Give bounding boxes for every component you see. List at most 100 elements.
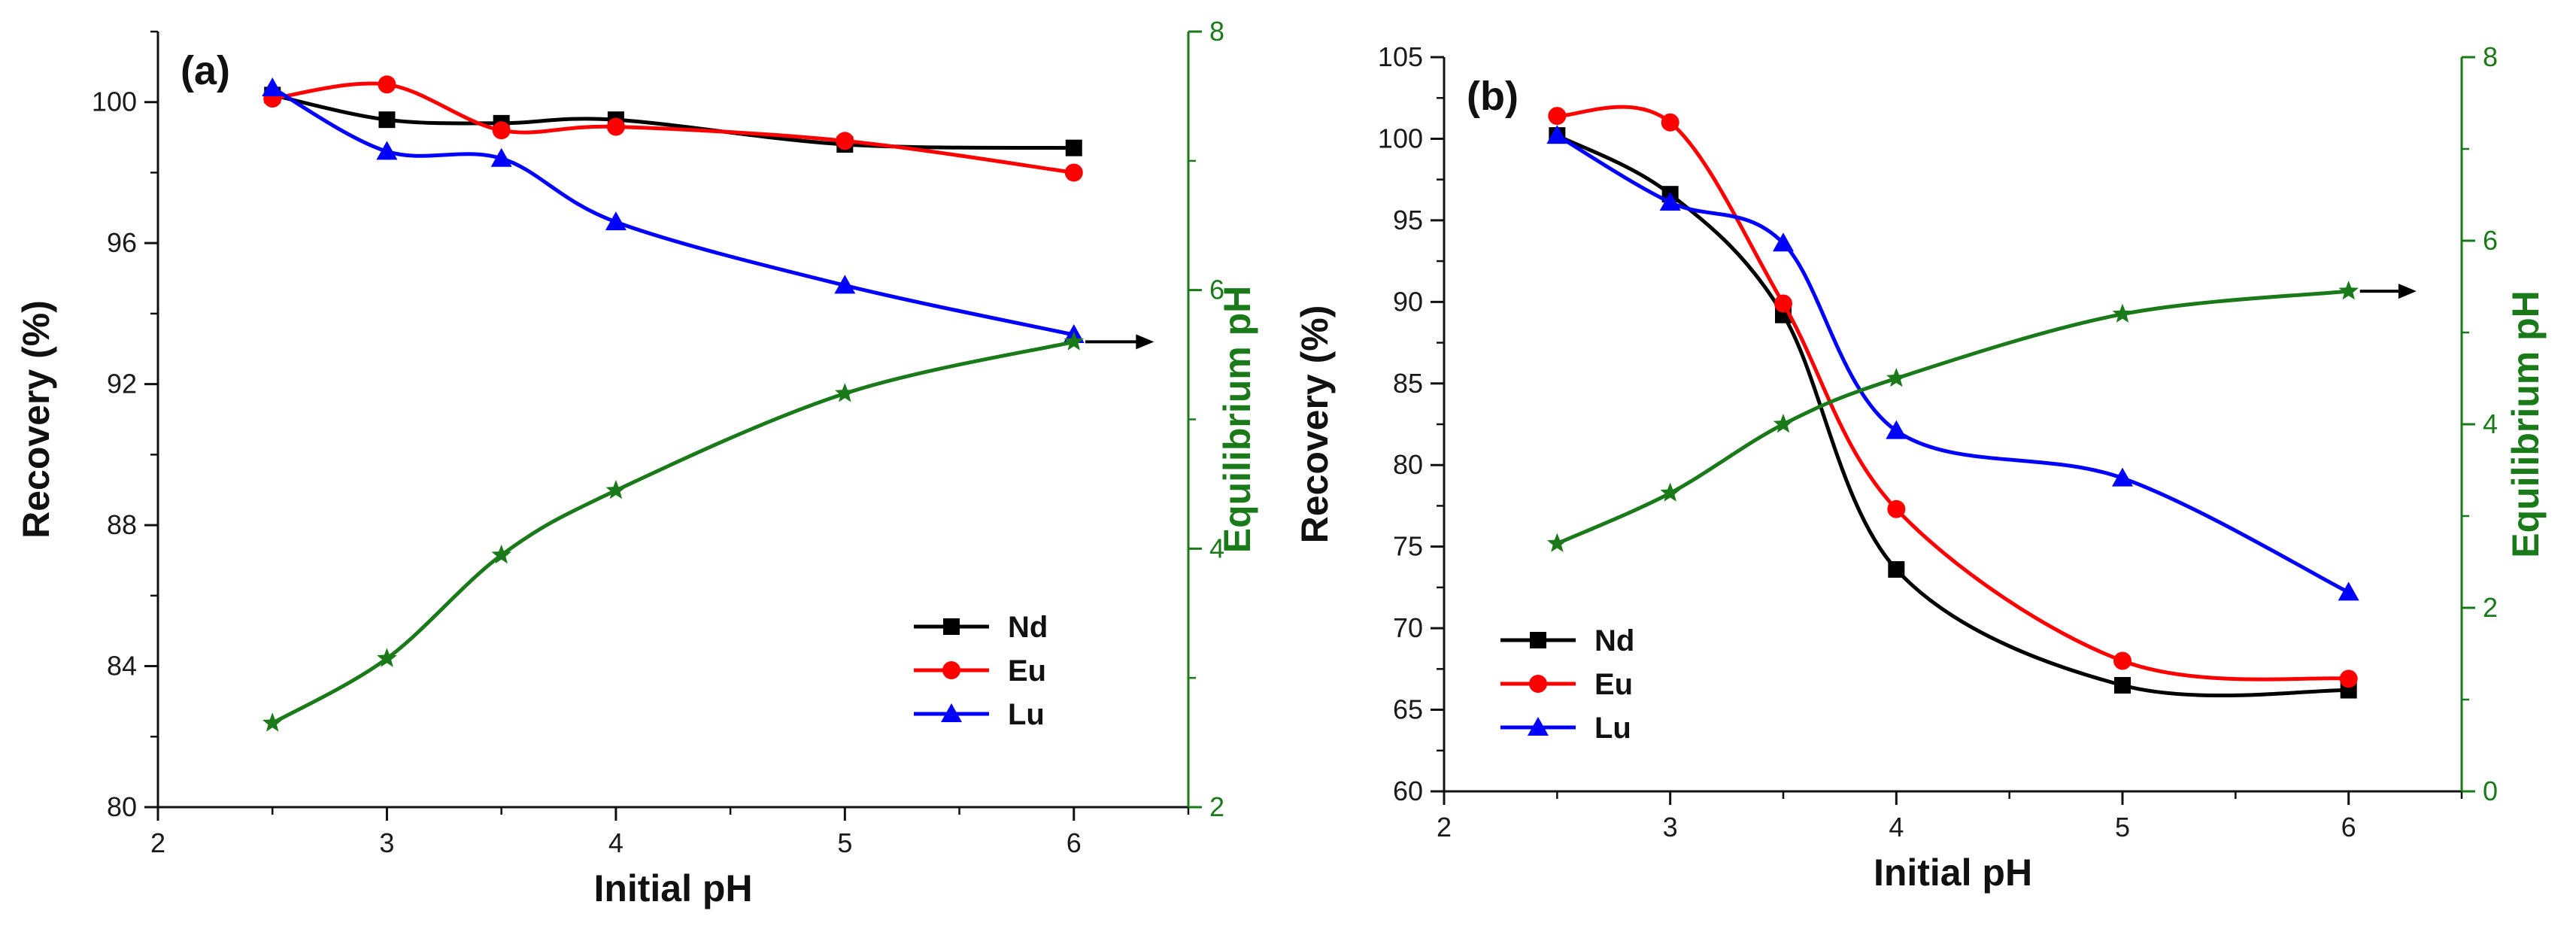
chart-panel-b: 2 3 4 5 6 60 65 70 75 80 85 90 95 100 105 0 2 4 6 8 Initial … — [1294, 41, 2547, 894]
y2-tick-label: 4 — [1209, 533, 1224, 563]
y2-axis-title: Equilibrium pH — [1216, 286, 1258, 554]
y2-axis-title: Equilibrium pH — [2505, 290, 2547, 558]
legend-marker-nd — [1530, 632, 1546, 648]
data-point-eu — [1548, 107, 1567, 126]
y-tick-label: 95 — [1393, 205, 1423, 235]
data-point-eu — [1774, 294, 1792, 313]
legend-marker-lu — [941, 703, 962, 722]
y-tick-label: 70 — [1393, 612, 1423, 643]
y-tick-label: 105 — [1378, 41, 1423, 72]
x-tick-label: 2 — [1437, 812, 1452, 843]
data-point-equilibrium-ph — [835, 383, 855, 402]
y-tick-label: 100 — [92, 87, 137, 117]
legend-label-lu: Lu — [1008, 698, 1045, 731]
data-point-eu — [2113, 651, 2131, 670]
data-point-eu — [606, 117, 625, 136]
y2-tick-label: 8 — [1209, 16, 1224, 47]
data-point-lu — [2112, 467, 2133, 487]
legend-label-eu: Eu — [1008, 654, 1046, 688]
legend-marker-eu — [942, 661, 960, 679]
legend-label-nd: Nd — [1594, 624, 1634, 657]
panel-label: (b) — [1467, 74, 1519, 119]
y-axis-title: Recovery (%) — [1294, 305, 1336, 544]
data-point-equilibrium-ph — [491, 544, 511, 564]
data-point-eu — [492, 121, 511, 140]
x-tick-label: 5 — [837, 827, 852, 858]
y-tick-label: 80 — [1393, 449, 1423, 480]
data-point-eu — [1064, 163, 1083, 182]
data-point-nd — [2114, 677, 2131, 694]
x-tick-label: 3 — [379, 827, 394, 858]
data-point-lu — [1659, 192, 1681, 211]
data-point-nd — [1888, 561, 1905, 578]
series-equilibrium-ph — [262, 331, 1085, 732]
data-point-lu — [490, 147, 512, 167]
data-point-lu — [1546, 125, 1568, 144]
legend-label-nd: Nd — [1008, 611, 1048, 644]
y-tick-label: 60 — [1393, 776, 1423, 806]
y-tick-label: 65 — [1393, 694, 1423, 725]
x-tick-label: 6 — [1067, 827, 1082, 858]
legend-label-eu: Eu — [1594, 668, 1633, 701]
y2-tick-label: 6 — [1209, 275, 1224, 305]
series-eu — [1548, 105, 2358, 688]
series-equilibrium-ph — [1547, 281, 2359, 552]
y-tick-label: 85 — [1393, 368, 1423, 399]
x-tick-label: 3 — [1663, 812, 1678, 843]
series-nd — [1549, 127, 2357, 699]
y2-tick-label: 2 — [2483, 592, 2498, 623]
data-point-equilibrium-ph — [1547, 533, 1567, 552]
data-point-equilibrium-ph — [377, 648, 397, 667]
data-point-eu — [2339, 669, 2358, 688]
data-point-eu — [1887, 499, 1906, 518]
data-point-equilibrium-ph — [605, 480, 627, 499]
y-tick-label: 84 — [107, 651, 137, 682]
legend: Nd Eu Lu — [914, 611, 1048, 731]
x-tick-label: 2 — [150, 827, 165, 858]
arrow-annotation — [2359, 284, 2417, 299]
data-point-equilibrium-ph — [2338, 281, 2359, 300]
panel-label: (a) — [181, 48, 230, 93]
y-tick-label: 80 — [107, 791, 137, 822]
y-tick-label: 75 — [1393, 531, 1423, 562]
data-point-nd — [378, 111, 396, 129]
data-point-lu — [2338, 581, 2359, 601]
data-point-lu — [834, 275, 856, 294]
data-point-equilibrium-ph — [262, 712, 283, 732]
series-eu — [263, 75, 1083, 182]
legend-marker-nd — [943, 618, 960, 635]
data-point-eu — [1661, 113, 1679, 132]
data-point-lu — [376, 141, 398, 160]
y2-tick-label: 6 — [2483, 225, 2498, 256]
series-line-equilibrium-ph — [1556, 289, 2349, 545]
y2-tick-label: 2 — [1209, 791, 1224, 822]
x-tick-label: 4 — [1889, 812, 1904, 843]
y-tick-label: 88 — [107, 509, 137, 540]
data-point-eu — [378, 75, 396, 94]
y-tick-label: 90 — [1393, 286, 1423, 317]
series-line-nd — [1556, 133, 2349, 698]
y2-tick-label: 4 — [2483, 408, 2498, 439]
data-point-nd — [1065, 139, 1082, 156]
y-tick-label: 100 — [1378, 123, 1423, 153]
chart-panel-a: 2 3 4 5 6 80 84 88 92 96 100 2 4 6 8 Initial pH Recovery… — [15, 16, 1258, 909]
arrow-annotation — [1085, 334, 1154, 350]
legend: Nd Eu Lu — [1500, 624, 1634, 745]
data-point-equilibrium-ph — [2112, 303, 2133, 323]
legend-marker-eu — [1529, 675, 1547, 693]
data-point-equilibrium-ph — [1063, 331, 1085, 351]
legend-marker-lu — [1528, 717, 1549, 736]
data-point-equilibrium-ph — [1886, 368, 1907, 387]
y2-tick-label: 8 — [2483, 41, 2498, 72]
x-axis-title: Initial pH — [593, 867, 752, 909]
legend-label-lu: Lu — [1594, 712, 1631, 745]
data-point-lu — [605, 211, 627, 231]
data-point-lu — [1773, 232, 1794, 252]
y2-tick-label: 0 — [2483, 776, 2498, 806]
data-point-equilibrium-ph — [1773, 414, 1794, 433]
x-tick-label: 6 — [2341, 812, 2356, 843]
data-point-equilibrium-ph — [1660, 482, 1680, 502]
y-tick-label: 92 — [107, 369, 137, 399]
data-point-lu — [262, 77, 284, 96]
